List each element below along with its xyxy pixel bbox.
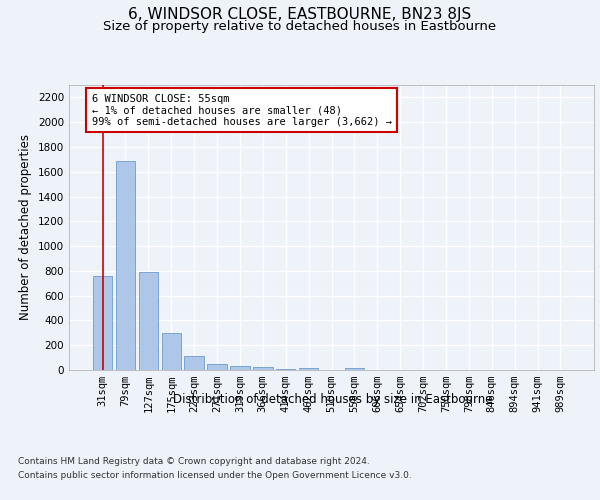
Bar [253,367,272,370]
Text: Size of property relative to detached houses in Eastbourne: Size of property relative to detached ho… [103,20,497,33]
Text: 6 WINDSOR CLOSE: 55sqm
← 1% of detached houses are smaller (48)
99% of semi-deta: 6 WINDSOR CLOSE: 55sqm ← 1% of detached … [92,94,392,127]
Bar [161,333,181,370]
Text: Distribution of detached houses by size in Eastbourne: Distribution of detached houses by size … [173,392,493,406]
Text: 6, WINDSOR CLOSE, EASTBOURNE, BN23 8JS: 6, WINDSOR CLOSE, EASTBOURNE, BN23 8JS [128,8,472,22]
Bar [344,368,364,370]
Bar [93,276,112,370]
Bar [230,366,250,370]
Text: Contains HM Land Registry data © Crown copyright and database right 2024.: Contains HM Land Registry data © Crown c… [18,458,370,466]
Bar [299,368,319,370]
Text: Contains public sector information licensed under the Open Government Licence v3: Contains public sector information licen… [18,471,412,480]
Bar [139,272,158,370]
Bar [184,356,204,370]
Bar [116,160,135,370]
Y-axis label: Number of detached properties: Number of detached properties [19,134,32,320]
Bar [208,364,227,370]
